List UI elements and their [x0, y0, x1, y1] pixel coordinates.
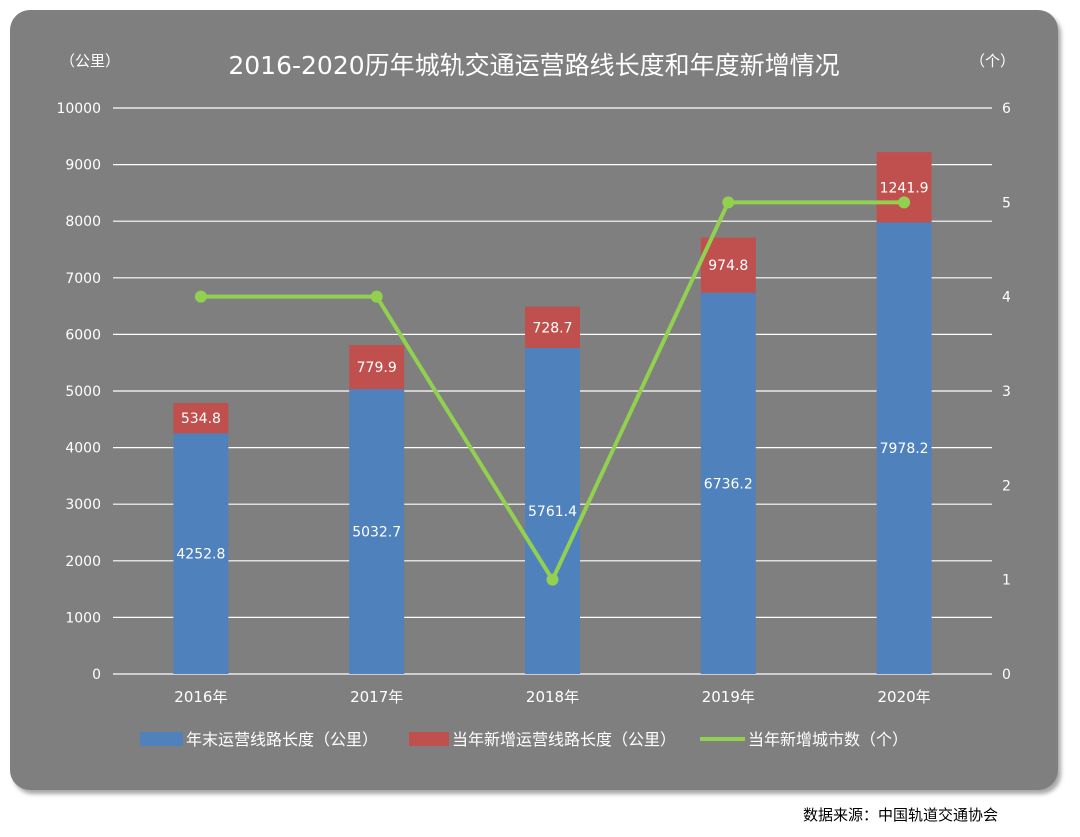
bar-new-length — [700, 237, 756, 293]
bar-year-end-length — [876, 222, 932, 674]
left-axis-tick-label: 6000 — [65, 327, 101, 343]
bar-year-end-length — [349, 389, 405, 674]
bar-year-end-length — [525, 347, 580, 674]
left-axis-tick-label: 1000 — [65, 610, 101, 626]
right-axis-tick-label: 5 — [1002, 195, 1011, 211]
left-axis-tick-label: 3000 — [65, 497, 101, 513]
right-axis-tick-label: 2 — [1002, 478, 1011, 494]
legend-label: 当年新增城市数（个） — [748, 730, 908, 749]
right-axis-tick-label: 3 — [1002, 384, 1011, 400]
left-axis-tick-label: 10000 — [56, 101, 101, 117]
bar-year-end-length — [173, 433, 229, 674]
x-axis-category-label: 2016年 — [174, 688, 227, 706]
bar-label-year-end-length: 5032.7 — [352, 525, 401, 541]
bar-new-length — [173, 403, 229, 434]
bar-label-year-end-length: 4252.8 — [176, 547, 225, 563]
x-axis-category-label: 2017年 — [350, 688, 403, 706]
x-axis-category-label: 2018年 — [526, 688, 579, 706]
bar-label-new-length: 974.8 — [708, 258, 748, 274]
line-point-new-cities — [722, 196, 735, 209]
line-point-new-cities — [898, 196, 911, 209]
chart-title: 2016-2020历年城轨交通运营路线长度和年度新增情况 — [228, 51, 839, 80]
chart-panel: 2016-2020历年城轨交通运营路线长度和年度新增情况 （公里） （个） 42… — [10, 10, 1058, 790]
bar-label-year-end-length: 5761.4 — [528, 504, 577, 520]
chart-svg: 2016-2020历年城轨交通运营路线长度和年度新增情况 （公里） （个） 42… — [56, 51, 1015, 749]
left-axis-tick-label: 9000 — [65, 158, 101, 174]
right-axis-tick-label: 4 — [1002, 290, 1011, 306]
bar-label-new-length: 534.8 — [181, 411, 221, 427]
line-point-new-cities — [546, 573, 559, 586]
legend-label: 当年新增运营线路长度（公里） — [452, 730, 676, 749]
left-axis-tick-label: 4000 — [65, 441, 101, 457]
left-axis-unit: （公里） — [60, 52, 120, 70]
left-axis-tick-label: 2000 — [65, 554, 101, 570]
legend-label: 年末运营线路长度（公里） — [186, 730, 378, 749]
data-source: 数据来源：中国轨道交通协会 — [802, 806, 998, 824]
left-axis-tick-label: 0 — [92, 667, 101, 683]
bar-label-year-end-length: 7978.2 — [880, 441, 929, 457]
bar-label-new-length: 728.7 — [532, 320, 572, 336]
right-axis-tick-label: 6 — [1002, 101, 1011, 117]
left-axis-tick-label: 5000 — [65, 384, 101, 400]
bar-label-new-length: 1241.9 — [880, 180, 929, 196]
left-axis-tick-label: 7000 — [65, 271, 101, 287]
bar-label-new-length: 779.9 — [357, 360, 397, 376]
right-axis-unit: （个） — [970, 52, 1015, 70]
bar-new-length — [349, 345, 405, 390]
line-point-new-cities — [194, 290, 207, 303]
bar-label-year-end-length: 6736.2 — [704, 476, 753, 492]
left-axis-tick-label: 8000 — [65, 214, 101, 230]
right-axis-tick-label: 1 — [1002, 573, 1011, 589]
line-point-new-cities — [370, 290, 383, 303]
bar-year-end-length — [700, 292, 756, 674]
right-axis-tick-label: 0 — [1002, 667, 1011, 683]
bar-new-length — [876, 152, 932, 223]
bar-new-length — [525, 306, 580, 348]
x-axis-category-label: 2019年 — [702, 688, 755, 706]
legend-swatch — [409, 732, 449, 746]
x-axis-category-label: 2020年 — [878, 688, 931, 706]
legend-swatch — [140, 732, 183, 746]
